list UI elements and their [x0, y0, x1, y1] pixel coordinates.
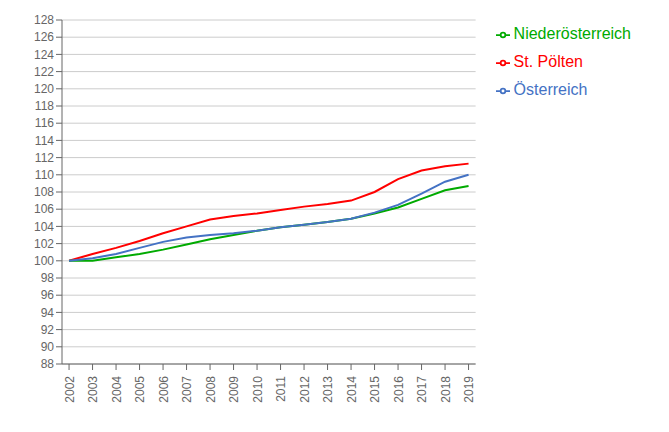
html-text:St. Pölten: St. Pölten [513, 53, 583, 70]
svg-text:2004: 2004 [110, 376, 124, 403]
svg-text:110: 110 [35, 168, 54, 182]
svg-text:126: 126 [34, 30, 54, 44]
svg-text:118: 118 [35, 99, 54, 113]
svg-text:98: 98 [41, 271, 55, 285]
svg-text:116: 116 [35, 116, 54, 130]
svg-text:112: 112 [35, 151, 54, 165]
svg-text:2008: 2008 [204, 376, 218, 403]
svg-text:114: 114 [35, 134, 54, 148]
svg-text:120: 120 [34, 82, 54, 96]
svg-text:108: 108 [34, 185, 54, 199]
svg-text:2003: 2003 [86, 376, 100, 403]
svg-text:2015: 2015 [368, 376, 382, 403]
svg-text:88: 88 [41, 357, 55, 371]
svg-text:2019: 2019 [462, 376, 476, 403]
svg-text:90: 90 [41, 340, 55, 354]
svg-text:124: 124 [34, 48, 54, 62]
svg-text:102: 102 [34, 237, 54, 251]
svg-text:94: 94 [41, 306, 55, 320]
svg-text:2013: 2013 [321, 376, 335, 403]
svg-text:2007: 2007 [180, 376, 194, 403]
svg-text:2018: 2018 [439, 376, 453, 403]
svg-text:122: 122 [34, 65, 54, 79]
svg-text:128: 128 [34, 13, 54, 27]
svg-text:2010: 2010 [251, 376, 265, 403]
svg-text:106: 106 [34, 202, 54, 216]
svg-text:2012: 2012 [298, 376, 312, 403]
svg-text:100: 100 [34, 254, 54, 268]
html-text:Österreich: Österreich [513, 81, 588, 98]
svg-text:96: 96 [41, 288, 55, 302]
svg-text:2011: 2011 [274, 376, 288, 402]
svg-text:2017: 2017 [415, 376, 429, 403]
svg-text:2006: 2006 [157, 376, 171, 403]
svg-text:2014: 2014 [345, 376, 359, 403]
svg-text:2002: 2002 [63, 376, 77, 403]
svg-text:2005: 2005 [133, 376, 147, 403]
html-text:Niederösterreich: Niederösterreich [513, 25, 631, 42]
svg-text:104: 104 [34, 220, 54, 234]
svg-text:2009: 2009 [227, 376, 241, 403]
svg-text:2016: 2016 [392, 376, 406, 403]
svg-text:92: 92 [41, 323, 55, 337]
